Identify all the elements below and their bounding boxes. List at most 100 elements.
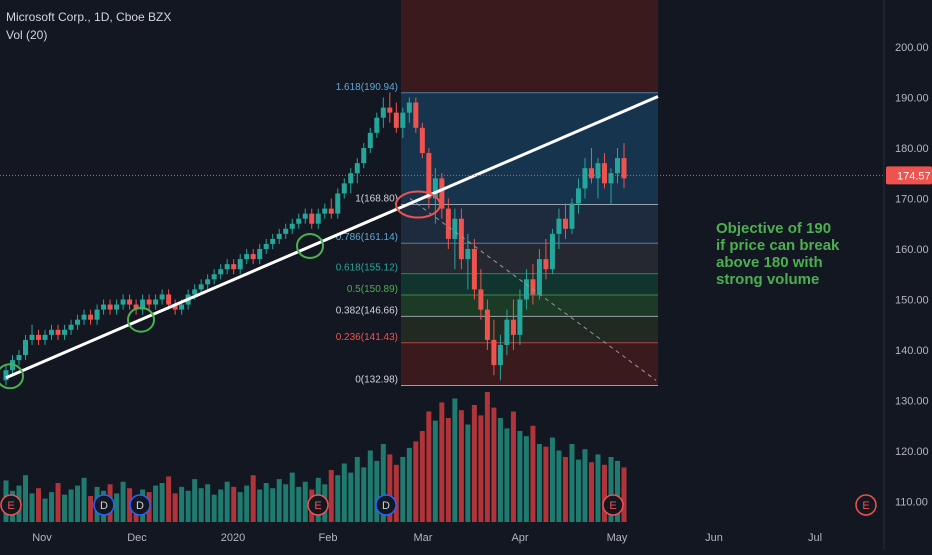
candle[interactable] [315,208,321,229]
candle[interactable] [49,324,55,340]
candle[interactable] [400,107,406,138]
candle[interactable] [380,97,386,128]
candle[interactable] [393,102,399,133]
candle[interactable] [55,324,61,340]
candle[interactable] [133,299,139,315]
candle[interactable] [367,127,373,154]
candle[interactable] [3,365,9,386]
candle[interactable] [413,97,419,133]
candle[interactable] [588,148,594,184]
candle[interactable] [237,254,243,275]
candle[interactable] [335,188,341,219]
dividend-marker[interactable]: D [129,494,151,516]
candle[interactable] [302,208,308,224]
candle[interactable] [419,122,425,159]
candle[interactable] [42,329,48,345]
candle[interactable] [608,168,614,204]
candle[interactable] [478,269,484,320]
candle[interactable] [387,92,393,123]
dashed-projection-line[interactable] [409,198,657,381]
earnings-marker[interactable]: E [0,494,22,516]
earnings-marker[interactable]: E [307,494,329,516]
candle[interactable] [107,299,113,315]
candle[interactable] [582,158,588,199]
candle[interactable] [62,324,68,340]
candle[interactable] [471,238,477,300]
candle[interactable] [211,269,217,285]
candle[interactable] [309,208,315,229]
candle[interactable] [101,299,107,315]
candle[interactable] [257,243,263,265]
candle[interactable] [549,228,555,275]
candle[interactable] [159,289,165,305]
dividend-marker[interactable]: D [375,494,397,516]
candle[interactable] [406,97,412,123]
candle[interactable] [575,178,581,214]
candle[interactable] [276,228,282,244]
candle[interactable] [523,269,529,310]
earnings-marker[interactable]: E [855,494,877,516]
candle[interactable] [322,203,328,219]
candle[interactable] [328,198,334,219]
candle[interactable] [205,274,211,290]
candle[interactable] [354,158,360,184]
candle[interactable] [614,148,620,184]
candle[interactable] [595,158,601,199]
candle[interactable] [504,309,510,356]
trendline[interactable] [5,95,659,380]
candle[interactable] [120,294,126,310]
candle[interactable] [127,294,133,310]
candle[interactable] [439,173,445,219]
candle[interactable] [569,198,575,234]
candle[interactable] [146,294,152,310]
candle[interactable] [465,233,471,290]
candle[interactable] [81,309,87,325]
candle[interactable] [510,299,516,351]
candle[interactable] [114,299,120,315]
candle[interactable] [601,153,607,189]
candle[interactable] [36,329,42,345]
candle[interactable] [140,294,146,315]
candle[interactable] [23,334,29,361]
candle[interactable] [231,259,237,275]
candle[interactable] [94,304,100,325]
candle[interactable] [517,289,523,345]
earnings-marker[interactable]: E [602,494,624,516]
candle[interactable] [153,294,159,310]
candle[interactable] [218,264,224,280]
candle[interactable] [29,324,35,345]
candle[interactable] [562,203,568,239]
candle[interactable] [445,198,451,250]
candle[interactable] [244,249,250,265]
candle[interactable] [296,213,302,229]
candle[interactable] [484,299,490,351]
candle[interactable] [452,208,458,270]
candle[interactable] [491,319,497,376]
candle[interactable] [348,168,354,194]
candle[interactable] [88,309,94,325]
candle[interactable] [536,249,542,300]
candle[interactable] [75,314,81,330]
candle[interactable] [361,142,367,169]
candle[interactable] [543,238,549,280]
candle[interactable] [556,208,562,249]
candle[interactable] [458,208,464,270]
candle[interactable] [497,334,503,381]
candle[interactable] [250,249,256,265]
candle[interactable] [224,259,230,275]
candle[interactable] [68,319,74,335]
candle[interactable] [16,350,22,366]
candle[interactable] [341,178,347,199]
candle[interactable] [374,112,380,138]
candle[interactable] [289,218,295,234]
candle[interactable] [172,299,178,315]
candle[interactable] [263,238,269,255]
candle[interactable] [198,279,204,295]
candle[interactable] [270,233,276,249]
candle[interactable] [283,223,289,239]
candle[interactable] [530,264,536,305]
candle[interactable] [621,142,627,189]
dividend-marker[interactable]: D [93,494,115,516]
